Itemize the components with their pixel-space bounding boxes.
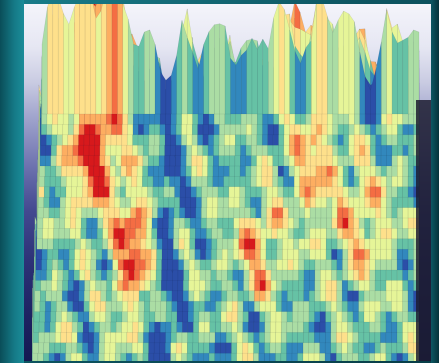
surface-facet xyxy=(262,38,269,115)
surface-facet xyxy=(219,23,226,115)
surface-facet xyxy=(391,32,398,115)
surface-facet xyxy=(273,4,280,115)
surface-facet xyxy=(305,40,312,115)
back-wall-right xyxy=(416,100,431,361)
surface-facet xyxy=(154,44,161,115)
surface-facet xyxy=(47,4,53,115)
surface-facet xyxy=(111,4,118,115)
surface-facet xyxy=(397,39,403,115)
surface-mesh xyxy=(31,4,420,361)
surface-facet xyxy=(58,4,64,115)
surface-facet xyxy=(235,55,242,115)
surface-facet xyxy=(106,4,113,115)
surface-facet xyxy=(230,57,237,115)
surface-facet xyxy=(321,4,328,115)
surface-facet xyxy=(74,4,80,115)
frame-left-border xyxy=(0,0,24,363)
surface-facet xyxy=(241,49,247,115)
surface-facet xyxy=(251,38,258,115)
surface-facet xyxy=(257,38,264,115)
surface-facet xyxy=(332,20,339,115)
surface-facet xyxy=(176,20,183,115)
surface-facet xyxy=(348,13,355,115)
frame-right-border xyxy=(431,0,439,363)
surface-facet xyxy=(278,4,285,115)
surface-facet xyxy=(41,7,48,115)
surface-facet xyxy=(203,31,210,115)
surface-facet xyxy=(84,4,91,115)
surface-facet xyxy=(311,4,317,115)
surface-facet xyxy=(138,31,145,115)
surface-facet xyxy=(343,10,350,115)
surface-facet xyxy=(267,17,274,115)
surface-facet xyxy=(208,24,215,115)
surface-facet xyxy=(63,13,70,115)
surface-facet xyxy=(171,55,177,115)
surface-facet xyxy=(375,41,382,115)
surface-facet xyxy=(117,4,124,115)
surface-facet xyxy=(100,4,107,115)
surface-facet xyxy=(246,38,253,115)
surface-facet xyxy=(133,43,140,115)
surface-facet xyxy=(338,10,344,115)
surface-facet xyxy=(122,4,129,115)
surface-plot-viewport[interactable] xyxy=(24,4,431,361)
surface-facet xyxy=(327,16,333,115)
surface-facet xyxy=(381,9,387,115)
surface-facet xyxy=(402,36,409,115)
surface-facet xyxy=(316,4,323,115)
surface-facet xyxy=(160,71,167,115)
surface-facet xyxy=(90,4,97,115)
surface-facet xyxy=(214,23,220,115)
surface-plot-canvas[interactable] xyxy=(24,4,431,361)
surface-facet xyxy=(408,29,414,115)
surface-facet xyxy=(52,4,59,115)
surface-facet xyxy=(127,19,134,115)
surface-facet xyxy=(68,7,75,115)
surface-facet xyxy=(149,29,156,115)
surface-facet xyxy=(144,29,150,115)
surface-facet xyxy=(165,74,172,115)
surface-facet xyxy=(79,4,86,115)
surface-facet xyxy=(95,9,102,115)
